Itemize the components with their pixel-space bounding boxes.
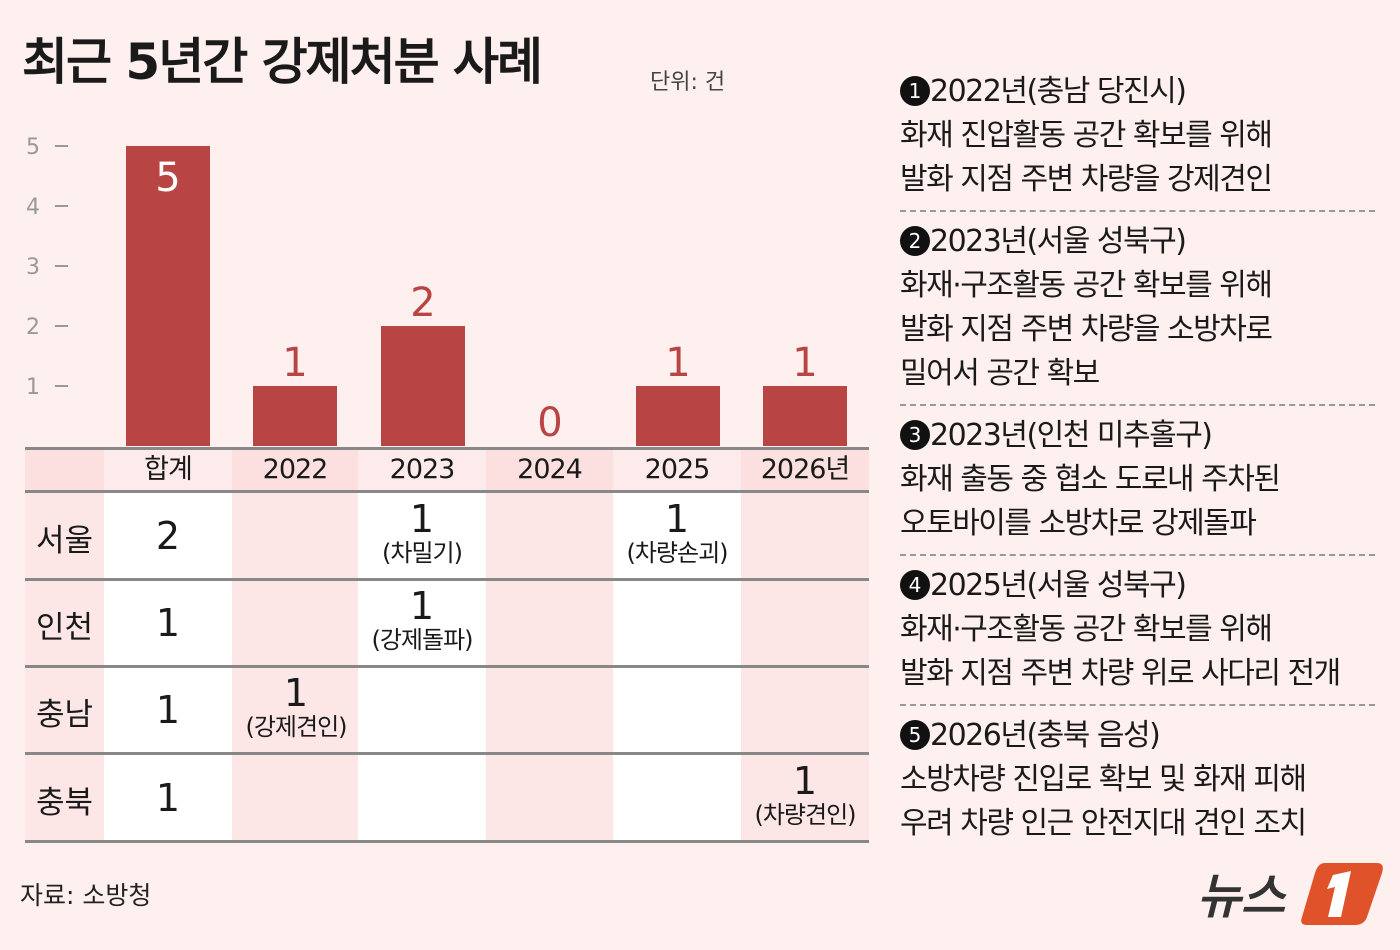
bar-value-label: 2: [410, 280, 435, 326]
case-line: 오토바이를 소방차로 강제돌파: [900, 506, 1257, 541]
bar-value-label: 0: [537, 400, 562, 446]
row-region-label: 충북: [35, 785, 94, 821]
table-cell: 1 (강제돌파): [358, 586, 486, 654]
y-tick-label: 5: [26, 135, 40, 160]
row-divider: [25, 752, 869, 755]
table-header: [25, 447, 869, 493]
table-cell: 1 (차량손괴): [613, 499, 741, 567]
case-line: 우려 차량 인근 안전지대 견인 조치: [900, 806, 1307, 841]
cell-type: (차량견인): [754, 801, 856, 829]
cell-count: 1: [283, 671, 309, 715]
table-column-bg: [613, 447, 741, 843]
bar-value-label: 1: [792, 340, 817, 386]
svg-text:뉴스: 뉴스: [1197, 869, 1287, 925]
case-line: 밀어서 공간 확보: [900, 356, 1100, 391]
row-region-label: 충남: [35, 697, 94, 733]
bar: [126, 146, 210, 446]
table-column-bg: [741, 447, 869, 843]
cell-count: 1: [409, 584, 435, 628]
row-total: 1: [155, 601, 181, 645]
column-header: 2024: [517, 454, 583, 485]
cell-count: 1: [792, 759, 818, 803]
column-header: 2026년: [760, 454, 851, 485]
case-line: 화재·구조활동 공간 확보를 위해: [900, 612, 1273, 647]
case-line: 화재 진압활동 공간 확보를 위해: [900, 118, 1273, 153]
case-heading: 2026년(충북 음성): [930, 718, 1161, 753]
row-region-label: 인천: [35, 610, 94, 646]
column-header: 2023: [389, 454, 456, 485]
number-badge: 2: [900, 226, 930, 256]
bar-value-label: 1: [282, 340, 307, 386]
row-total: 2: [155, 514, 181, 558]
table-column-bg: [104, 447, 232, 843]
number-badge: 4: [900, 570, 930, 600]
number-badge: 1: [900, 76, 930, 106]
case-line: 발화 지점 주변 차량 위로 사다리 전개: [900, 656, 1341, 691]
cell-type: (강제돌파): [371, 626, 473, 654]
table-column-bg: [486, 447, 613, 843]
column-header: 합계: [144, 454, 193, 485]
cell-type: (차량손괴): [626, 539, 728, 567]
bar: [636, 386, 720, 446]
case-line: 화재 출동 중 협소 도로내 주차된: [900, 462, 1281, 497]
row-total: 1: [155, 776, 181, 820]
y-tick-label: 1: [26, 375, 40, 400]
row-divider: [25, 840, 869, 843]
case-line: 발화 지점 주변 차량을 소방차로: [900, 312, 1273, 347]
number-badge: 5: [900, 720, 930, 750]
case-heading: 2022년(충남 당진시): [930, 74, 1187, 109]
source-label: 자료: 소방청: [20, 881, 152, 910]
column-header: 2025: [644, 454, 711, 485]
table-cell: 1 (강제견인): [232, 673, 360, 741]
case-heading: 2023년(인천 미추홀구): [930, 418, 1213, 453]
bar: [763, 386, 847, 446]
y-tick-label: 2: [26, 315, 40, 340]
number-badge: 3: [900, 420, 930, 450]
bar-chart: 1 2 3 4 5 5 1 2 0 1 1: [26, 135, 847, 446]
row-total: 1: [155, 688, 181, 732]
cell-type: (강제견인): [245, 713, 347, 741]
row-region-label: 서울: [35, 523, 94, 559]
cell-type: (차밀기): [382, 539, 463, 567]
y-tick-label: 3: [26, 255, 40, 280]
case-line: 발화 지점 주변 차량을 강제견인: [900, 162, 1273, 197]
column-header: 2022: [262, 454, 329, 485]
table-cell: 1 (차밀기): [358, 499, 486, 567]
case-line: 소방차량 진입로 확보 및 화재 피해: [900, 762, 1307, 797]
cell-count: 1: [664, 497, 690, 541]
table-column-bg: [25, 447, 104, 843]
bar: [381, 326, 465, 446]
case-heading: 2025년(서울 성북구): [930, 568, 1187, 603]
bar: [253, 386, 337, 446]
bar-value-label: 1: [665, 340, 690, 386]
unit-label: 단위: 건: [650, 70, 726, 95]
row-divider: [25, 665, 869, 668]
table-column-bg: [358, 447, 486, 843]
bar-value-label: 5: [155, 155, 180, 201]
case-line: 화재·구조활동 공간 확보를 위해: [900, 268, 1273, 303]
row-divider: [25, 578, 869, 581]
y-tick-label: 4: [26, 195, 40, 220]
cell-count: 1: [409, 497, 435, 541]
case-heading: 2023년(서울 성북구): [930, 224, 1187, 259]
news1-logo: 뉴스: [1197, 863, 1383, 925]
table-column-bg: [232, 447, 358, 843]
table-cell: 1 (차량견인): [741, 761, 869, 829]
chart-title: 최근 5년간 강제처분 사례: [22, 33, 543, 91]
